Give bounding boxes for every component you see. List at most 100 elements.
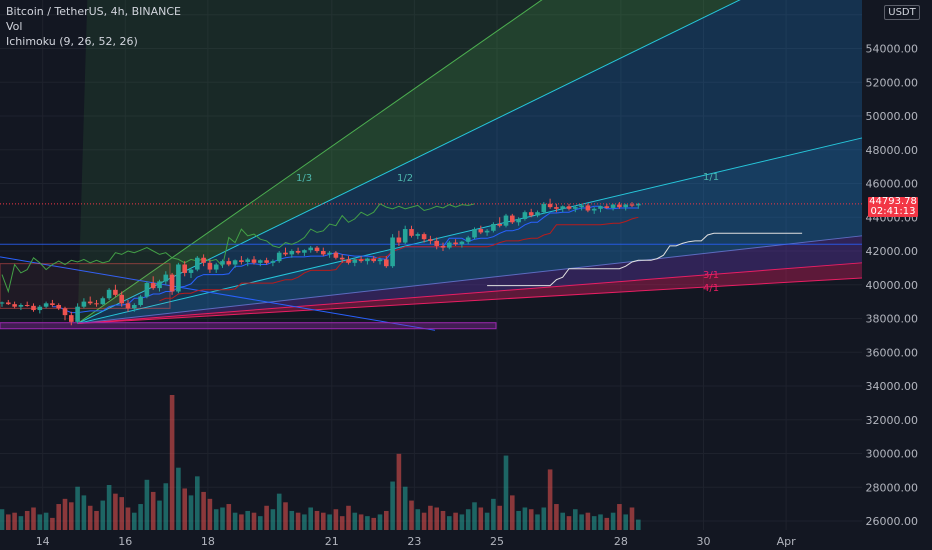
candle-body	[554, 207, 559, 209]
volume-bar	[87, 505, 93, 530]
volume-bar	[12, 512, 17, 530]
candle-body	[402, 229, 408, 243]
price-tick-label: 54000.00	[866, 43, 919, 56]
candle-body	[125, 303, 131, 309]
candle-body	[617, 204, 622, 208]
price-tick-label: 50000.00	[866, 110, 919, 123]
volume-bar	[453, 512, 458, 530]
candle-body	[459, 241, 465, 245]
candle-body	[352, 259, 358, 263]
candle-body	[491, 224, 496, 231]
price-tick-label: 30000.00	[866, 448, 919, 461]
symbol-title[interactable]: Bitcoin / TetherUS, 4h, BINANCE	[6, 5, 182, 18]
fan-zone	[77, 0, 862, 324]
volume-bar	[346, 505, 351, 530]
candle-body	[503, 215, 509, 226]
candle-body	[585, 205, 591, 211]
candle-body	[472, 229, 477, 238]
candle-body	[390, 237, 395, 267]
volume-bar	[528, 509, 534, 530]
volume-bar	[213, 509, 219, 530]
volume-bar	[75, 486, 80, 530]
candle-body	[24, 305, 30, 306]
time-tick-label: 21	[325, 535, 339, 548]
price-tick-label: 36000.00	[866, 346, 919, 359]
volume-bar	[125, 507, 131, 530]
volume-bar	[390, 481, 395, 530]
fan-label: 3/1	[703, 270, 719, 281]
time-tick-label: 23	[407, 535, 421, 548]
volume-bar	[396, 453, 402, 530]
time-tick-label: 25	[490, 535, 504, 548]
candle-body	[365, 258, 370, 262]
volume-bar	[264, 505, 269, 530]
candle-body	[415, 234, 421, 236]
volume-bar	[283, 502, 288, 530]
candle-body	[188, 269, 194, 273]
volume-bar	[308, 507, 313, 530]
candle-body	[169, 274, 175, 292]
grid-lines	[0, 0, 862, 530]
volume-bar	[478, 507, 484, 530]
volume-bar	[220, 507, 225, 530]
volume-bar	[371, 517, 376, 530]
volume-bar	[163, 483, 169, 530]
currency-badge[interactable]: USDT	[884, 5, 920, 20]
candle-body	[276, 252, 282, 262]
volume-bar	[547, 469, 553, 530]
volume-bar	[37, 514, 43, 530]
volume-bar	[62, 498, 68, 530]
volume-bar	[138, 504, 143, 530]
fan-label: 1/1	[703, 172, 719, 183]
chart-legend: Bitcoin / TetherUS, 4h, BINANCE Vol Ichi…	[6, 4, 181, 49]
volume-bar	[629, 507, 635, 530]
volume-bar	[314, 510, 320, 530]
time-tick-label: 28	[614, 535, 628, 548]
volume-bar	[352, 512, 358, 530]
candle-body	[308, 247, 313, 251]
volume-bar	[106, 485, 112, 530]
volume-bar	[484, 512, 490, 530]
candle-body	[295, 251, 301, 253]
candle-body	[346, 259, 351, 263]
candle-body	[81, 301, 87, 307]
volume-bar	[169, 395, 175, 530]
candle-body	[12, 304, 17, 307]
volume-bar	[566, 516, 572, 530]
candle-body	[547, 203, 553, 208]
price-tick-label: 48000.00	[866, 144, 919, 157]
candle-body	[453, 242, 458, 245]
volume-bar	[24, 510, 30, 530]
ichimoku-indicator-label[interactable]: Ichimoku (9, 26, 52, 26)	[6, 35, 138, 48]
candle-body	[478, 229, 484, 233]
volume-bar	[573, 509, 578, 530]
candle-body	[610, 204, 616, 208]
volume-bar	[188, 495, 194, 530]
fan-line	[77, 262, 863, 325]
volume-bars	[0, 395, 641, 530]
volume-bar	[321, 512, 326, 530]
volume-indicator-label[interactable]: Vol	[6, 20, 23, 33]
volume-bar	[421, 512, 427, 530]
time-tick-label: 18	[201, 535, 215, 548]
candle-body	[113, 289, 118, 295]
last-price-tag: 44793.78 02:41:13	[868, 197, 918, 217]
candle-body	[132, 305, 137, 309]
volume-bar	[535, 514, 540, 530]
time-tick-label: 30	[697, 535, 711, 548]
price-tick-label: 52000.00	[866, 76, 919, 89]
candle-body	[522, 212, 528, 219]
candle-body	[384, 259, 389, 267]
volume-bar	[258, 516, 263, 530]
volume-bar	[182, 488, 187, 530]
candle-body	[510, 215, 515, 223]
candle-body	[302, 250, 307, 253]
volume-bar	[50, 517, 55, 530]
volume-bar	[522, 507, 528, 530]
volume-bar	[132, 512, 137, 530]
volume-bar	[119, 497, 124, 530]
conversion-line	[52, 205, 639, 314]
volume-bar	[617, 504, 622, 530]
candle-body	[239, 260, 244, 262]
